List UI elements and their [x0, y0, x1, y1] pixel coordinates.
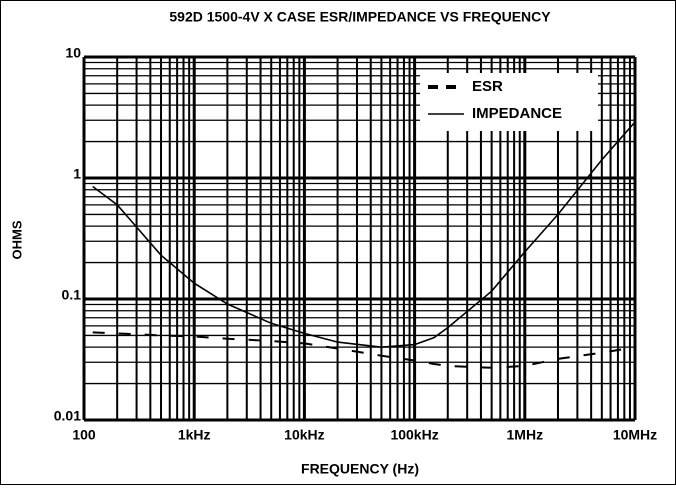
series-line — [92, 121, 636, 349]
legend-label: IMPEDANCE — [472, 105, 562, 122]
series-line — [92, 331, 636, 369]
x-tick-label: 10MHz — [613, 427, 657, 443]
y-tick-label: 10 — [65, 45, 81, 61]
x-tick-label: 1kHz — [178, 427, 211, 443]
y-axis-label: OHMS — [9, 220, 24, 259]
x-tick-label: 10kHz — [284, 427, 324, 443]
x-tick-label: 100 — [72, 427, 96, 443]
x-axis-label: FREQUENCY (Hz) — [301, 461, 419, 477]
x-tick-label: 100kHz — [390, 427, 438, 443]
x-tick-label: 1MHz — [507, 427, 544, 443]
legend-box — [420, 73, 598, 131]
y-tick-label: 1 — [73, 166, 81, 182]
chart-title: 592D 1500-4V X CASE ESR/IMPEDANCE VS FRE… — [169, 9, 551, 25]
y-tick-label: 0.1 — [62, 287, 82, 303]
y-tick-label: 0.01 — [54, 408, 81, 424]
legend-label: ESR — [472, 78, 503, 95]
